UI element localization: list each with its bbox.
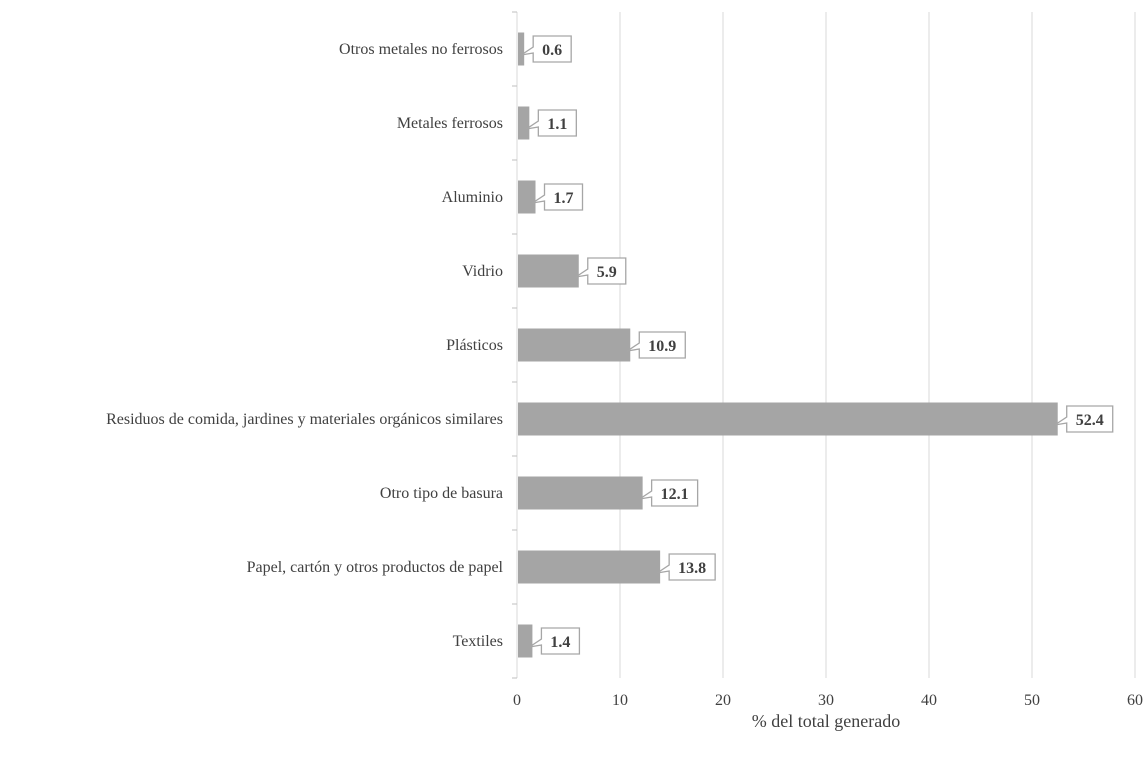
category-labels: Otros metales no ferrosos Metales ferroso… <box>106 41 503 650</box>
data-label: 0.6 <box>542 42 562 59</box>
x-axis-title: % del total generado <box>752 711 900 731</box>
bars <box>518 32 1058 658</box>
category-axis <box>512 11 518 679</box>
x-tick-label: 40 <box>921 692 937 709</box>
x-tick-label: 60 <box>1127 692 1143 709</box>
category-label: Vidrio <box>462 263 503 280</box>
bar <box>518 254 579 288</box>
category-label: Residuos de comida, jardines y materiale… <box>106 411 503 428</box>
data-label-callout <box>525 109 577 137</box>
category-label: Otros metales no ferrosos <box>339 41 503 58</box>
data-label: 1.7 <box>554 190 574 207</box>
data-label-callout <box>656 553 716 581</box>
bar <box>518 328 631 362</box>
x-tick-label: 30 <box>818 692 834 709</box>
data-label-callout <box>626 331 686 359</box>
data-label-callout <box>639 479 699 507</box>
data-label: 10.9 <box>648 338 676 355</box>
x-tick-label: 10 <box>612 692 628 709</box>
category-label: Otro tipo de basura <box>380 485 503 502</box>
x-tick-label: 20 <box>715 692 731 709</box>
data-label: 52.4 <box>1076 412 1104 429</box>
bar <box>518 180 536 214</box>
data-label: 1.4 <box>550 634 570 651</box>
bar <box>518 476 643 510</box>
data-label-callout <box>520 35 572 63</box>
bar <box>518 106 530 140</box>
data-label-callout <box>532 183 584 211</box>
category-label: Papel, cartón y otros productos de papel <box>247 559 504 576</box>
bar <box>518 402 1058 436</box>
bar <box>518 32 525 66</box>
category-label: Textiles <box>453 633 503 650</box>
bar <box>518 624 533 658</box>
data-labels: 0.6 1.1 1.7 5.9 10.9 52.4 12.1 13.8 1.4 <box>520 35 1114 655</box>
data-label: 1.1 <box>547 116 567 133</box>
category-label: Aluminio <box>442 189 503 206</box>
data-label-callout <box>529 627 581 655</box>
data-label: 12.1 <box>661 486 689 503</box>
x-tick-labels: 0 10 20 30 40 50 60 <box>513 692 1143 709</box>
data-label: 13.8 <box>678 560 706 577</box>
x-tick-label: 0 <box>513 692 521 709</box>
data-label: 5.9 <box>597 264 617 281</box>
data-label-callout <box>1054 405 1114 433</box>
category-label: Metales ferrosos <box>397 115 503 132</box>
bar <box>518 550 661 584</box>
x-tick-label: 50 <box>1024 692 1040 709</box>
data-label-callout <box>575 257 627 285</box>
category-label: Plásticos <box>446 337 503 354</box>
